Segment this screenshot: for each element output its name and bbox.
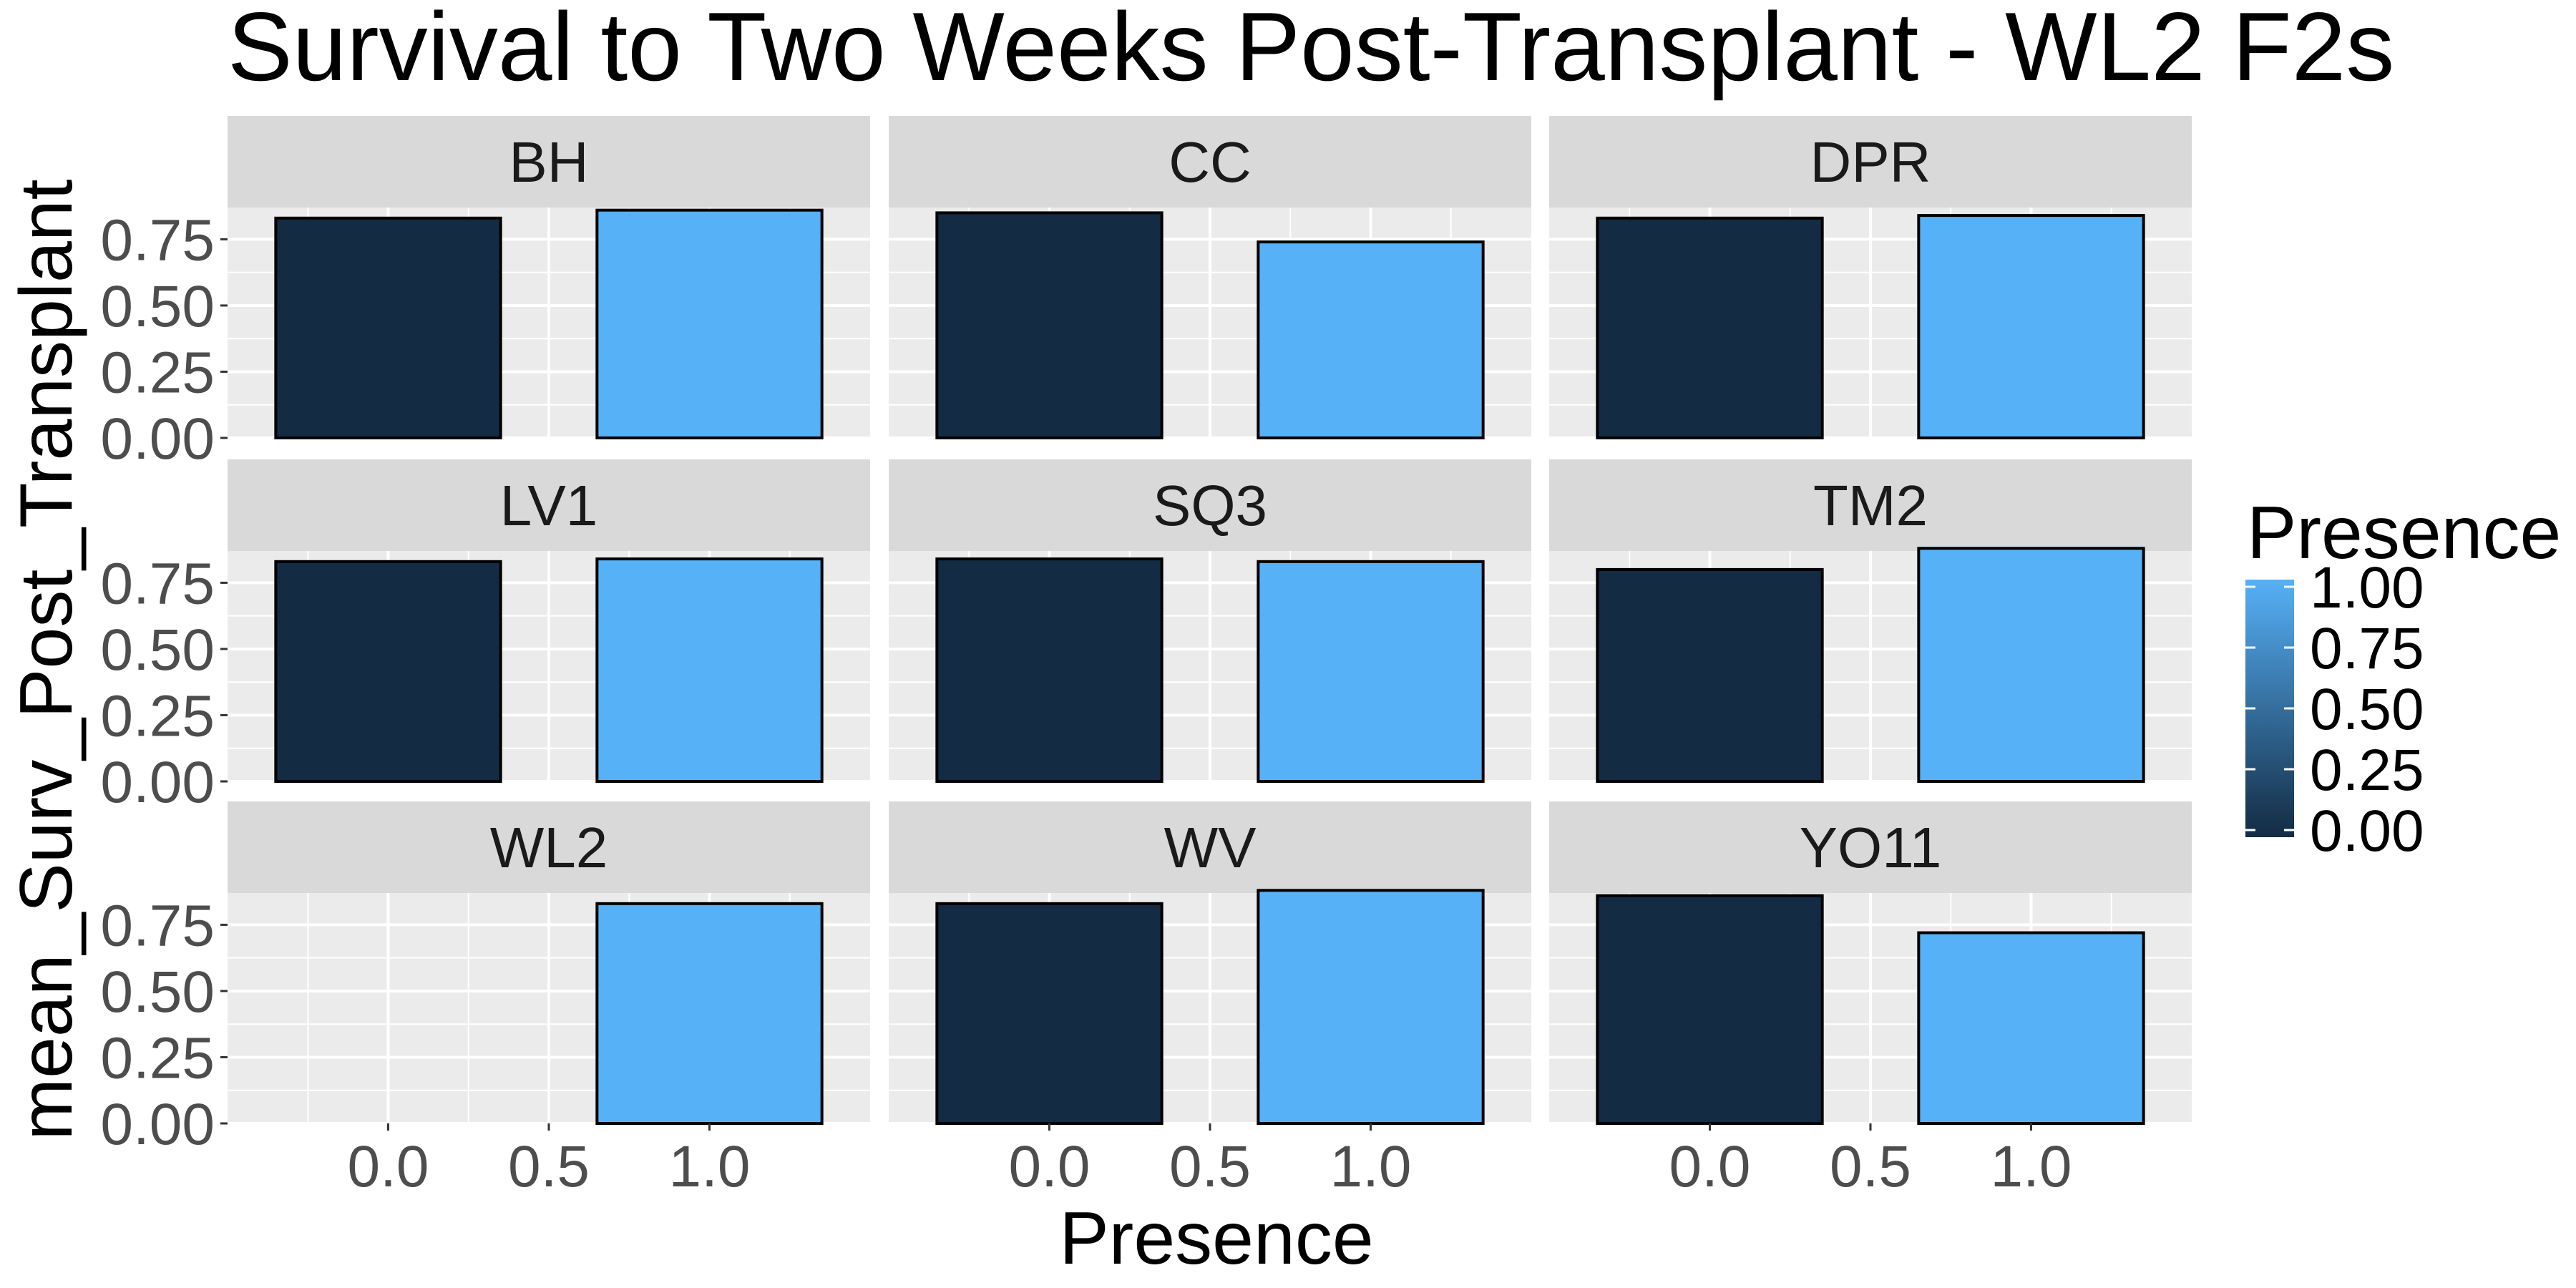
- facet-strip: [228, 116, 870, 208]
- bar: [1596, 894, 1824, 1126]
- bar: [1596, 567, 1824, 783]
- facet-strip: [228, 459, 870, 551]
- x-tick-label: 0.0: [1009, 1134, 1091, 1199]
- facet-strip-label: WV: [1164, 816, 1257, 879]
- x-tick-label: 1.0: [669, 1134, 751, 1199]
- bar: [935, 557, 1163, 783]
- y-tick-label: 0.50: [100, 960, 215, 1025]
- facet-strip-label: SQ3: [1153, 474, 1267, 537]
- facet-strip-label: CC: [1169, 130, 1252, 194]
- x-tick-label: 0.0: [348, 1134, 429, 1199]
- bar: [1596, 216, 1824, 439]
- legend-tick-label: 0.25: [2310, 738, 2424, 803]
- legend-title: Presence: [2247, 492, 2561, 575]
- bar: [1917, 214, 2145, 439]
- y-tick-label: 0.25: [100, 340, 215, 405]
- facet-panel: TM2: [1549, 459, 2192, 783]
- facet-strip: [889, 459, 1531, 551]
- legend-tick-label: 0.00: [2310, 799, 2424, 864]
- bar: [274, 216, 502, 439]
- legend-tick-label: 0.50: [2310, 677, 2424, 742]
- y-tick-label: 0.25: [100, 1025, 215, 1091]
- bar: [1257, 240, 1485, 439]
- y-tick-label: 0.00: [100, 406, 215, 472]
- facet-strip: [889, 801, 1531, 893]
- facet-strip: [1549, 116, 2192, 208]
- y-tick-label: 0.75: [100, 208, 215, 273]
- facet-panel: CC: [889, 116, 1531, 439]
- facet-panel: DPR: [1549, 116, 2192, 439]
- legend-tick-label: 1.00: [2310, 555, 2424, 620]
- bar: [274, 560, 502, 784]
- y-axis-title: mean_Surv_Post_Transplant: [5, 179, 88, 1140]
- y-tick-label: 0.25: [100, 683, 215, 748]
- facet-panel: SQ3: [889, 459, 1531, 784]
- x-axis-title: Presence: [1059, 1197, 1373, 1280]
- facet-strip-label: YO11: [1800, 816, 1942, 879]
- x-tick-label: 0.5: [1169, 1134, 1251, 1199]
- x-tick-label: 0.0: [1669, 1134, 1751, 1199]
- facet-strip-label: BH: [509, 130, 588, 194]
- bar: [595, 902, 824, 1125]
- x-tick-label: 0.5: [508, 1134, 590, 1199]
- bar: [1917, 547, 2145, 783]
- x-tick-label: 1.0: [1330, 1134, 1412, 1199]
- chart-title: Survival to Two Weeks Post-Transplant - …: [228, 0, 2394, 101]
- legend-tick-label: 0.75: [2310, 616, 2424, 681]
- facet-strip-label: LV1: [500, 474, 597, 537]
- bar: [1257, 560, 1485, 784]
- x-tick-label: 1.0: [1991, 1134, 2072, 1199]
- bar: [935, 211, 1163, 439]
- x-tick-label: 0.5: [1830, 1134, 1911, 1199]
- facet-strip: [1549, 801, 2192, 893]
- facet-panel: WV 0.0 0.5 1.0: [889, 801, 1531, 1199]
- facet-panel: LV1 0.000.250.500.75: [100, 459, 870, 815]
- bar: [595, 208, 824, 439]
- facet-panel: WL2 0.000.250.500.75 0.0 0.5 1.0: [100, 801, 870, 1199]
- facet-strip: [228, 801, 870, 893]
- legend-ticks: 1.000.750.500.250.00: [2245, 555, 2424, 864]
- bar: [595, 557, 824, 783]
- y-tick-label: 0.50: [100, 274, 215, 339]
- bar: [1257, 889, 1485, 1125]
- facet-strip: [1549, 459, 2192, 551]
- facet-strip-label: TM2: [1813, 474, 1928, 537]
- y-tick-label: 0.50: [100, 618, 215, 683]
- y-tick-label: 0.00: [100, 750, 215, 815]
- facet-strip-label: WL2: [490, 816, 608, 879]
- y-tick-label: 0.00: [100, 1092, 215, 1157]
- bar: [1917, 931, 2145, 1125]
- facet-panel: BH 0.000.250.500.75: [100, 116, 870, 472]
- bar: [935, 902, 1163, 1125]
- legend: Presence 1.000.750.500.250.00: [2245, 492, 2561, 864]
- y-tick-label: 0.75: [100, 551, 215, 616]
- facet-strip: [889, 116, 1531, 208]
- facet-panel: YO11 0.0 0.5 1.0: [1549, 801, 2192, 1199]
- facet-strip-label: DPR: [1810, 130, 1931, 194]
- y-tick-label: 0.75: [100, 893, 215, 958]
